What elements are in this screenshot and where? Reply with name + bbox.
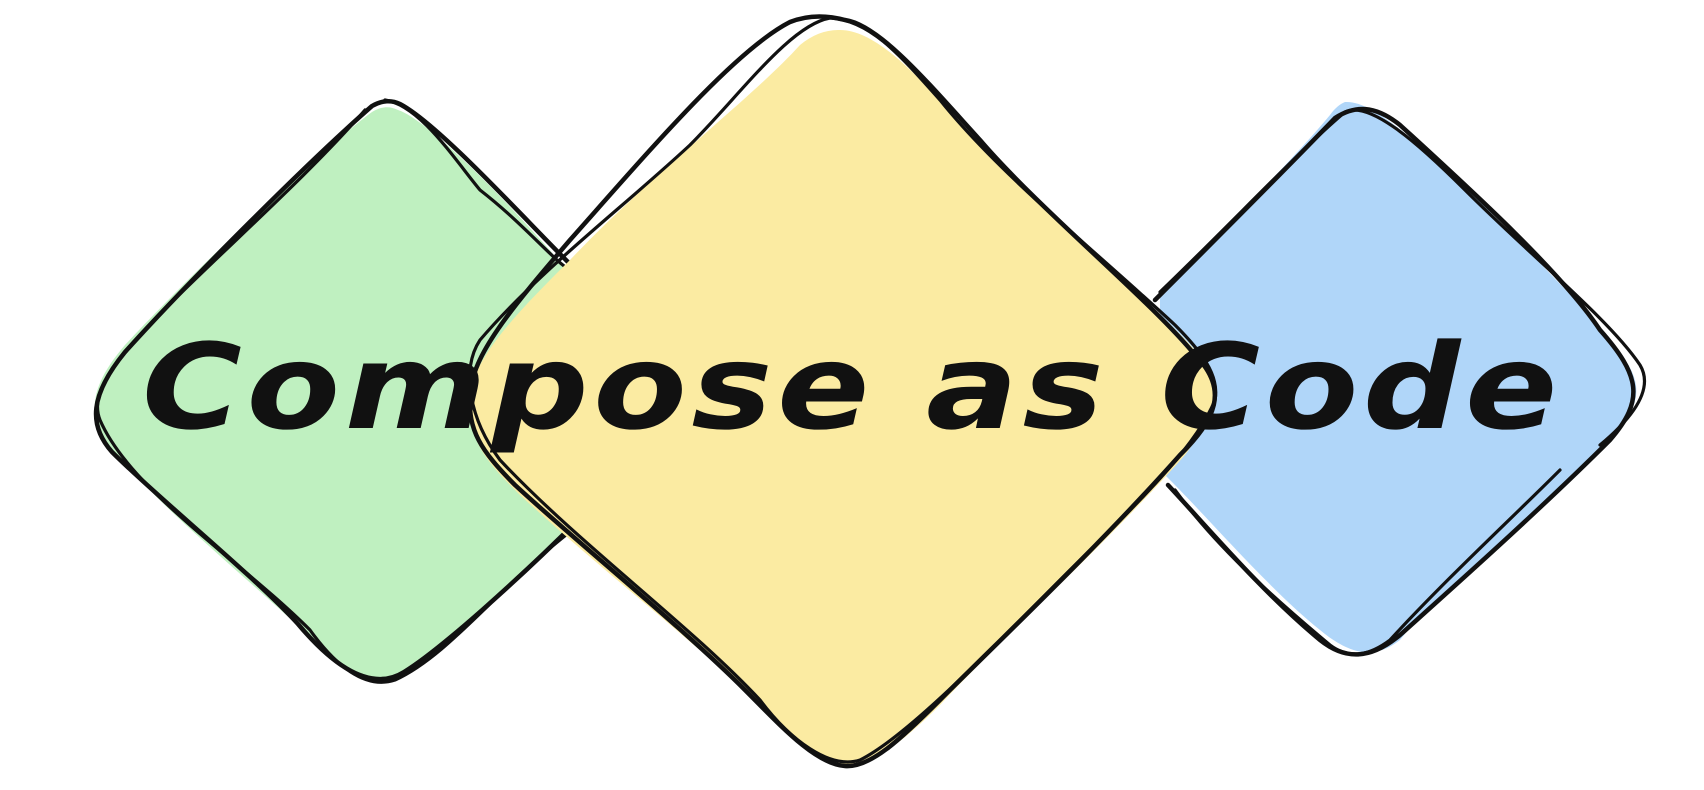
blue-diamond-outline (1152, 106, 1636, 657)
green-diamond-fill (94, 107, 575, 681)
green-diamond-outline-2 (95, 98, 577, 684)
yellow-diamond-fill (469, 29, 1214, 768)
yellow-diamond-outline-2 (468, 16, 1218, 764)
blue-diamond-fill (1160, 101, 1637, 653)
yellow-diamond (467, 14, 1218, 769)
blue-diamond-outline-2 (1158, 108, 1647, 656)
blue-diamond (1152, 101, 1647, 657)
logo-title: Compose as Code (142, 318, 1562, 456)
green-diamond (93, 98, 581, 684)
yellow-diamond-outline (467, 14, 1218, 769)
